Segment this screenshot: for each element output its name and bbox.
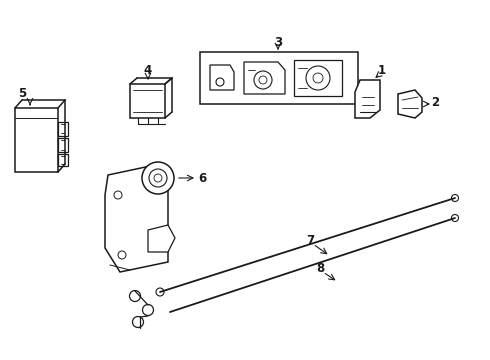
Text: 2: 2 xyxy=(431,95,439,108)
Polygon shape xyxy=(210,65,234,90)
Polygon shape xyxy=(58,138,68,152)
Circle shape xyxy=(143,305,153,315)
Polygon shape xyxy=(130,84,165,118)
Polygon shape xyxy=(355,80,380,118)
Circle shape xyxy=(156,288,164,296)
Circle shape xyxy=(451,215,459,221)
Polygon shape xyxy=(294,60,342,96)
Text: 3: 3 xyxy=(274,36,282,49)
Text: 1: 1 xyxy=(378,63,386,77)
Polygon shape xyxy=(200,52,358,104)
Circle shape xyxy=(129,291,141,302)
Text: 8: 8 xyxy=(316,261,324,274)
Polygon shape xyxy=(58,154,68,166)
Text: 6: 6 xyxy=(198,171,206,184)
Polygon shape xyxy=(15,108,58,172)
Polygon shape xyxy=(58,122,68,136)
Text: 7: 7 xyxy=(306,234,314,247)
Circle shape xyxy=(132,316,144,328)
Circle shape xyxy=(451,194,459,202)
Polygon shape xyxy=(398,90,422,118)
Polygon shape xyxy=(148,225,175,252)
Text: 4: 4 xyxy=(144,64,152,77)
Text: 5: 5 xyxy=(18,87,26,100)
Polygon shape xyxy=(244,62,285,94)
Polygon shape xyxy=(105,165,168,272)
Circle shape xyxy=(142,162,174,194)
